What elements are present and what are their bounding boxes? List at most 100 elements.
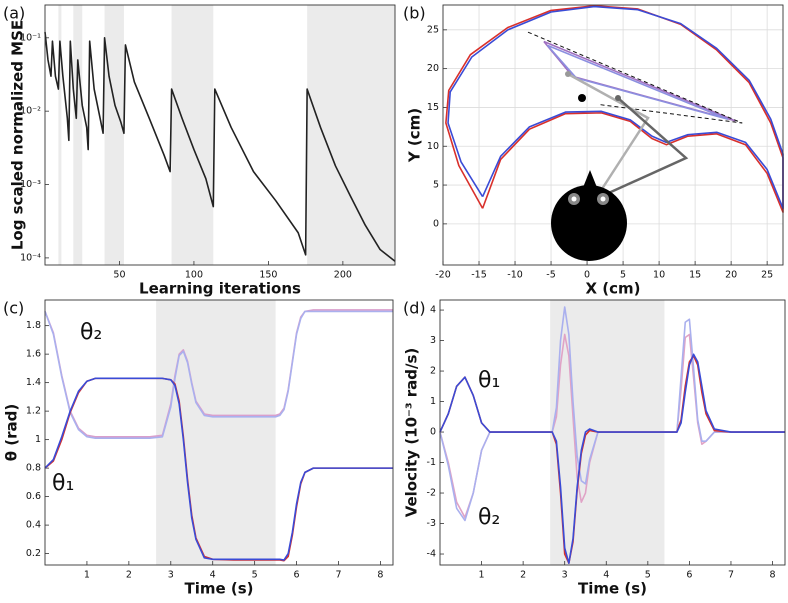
- panel-label: (c): [3, 299, 24, 318]
- y-tick-label: 1.4: [26, 377, 41, 388]
- y-tick-label: -3: [427, 518, 436, 529]
- x-tick-label: 50: [113, 270, 125, 281]
- x-tick-label: 3: [562, 570, 568, 581]
- y-axis-label: Y (cm): [406, 108, 424, 163]
- y-tick-label: -1: [427, 457, 436, 468]
- arm-dark: [601, 97, 689, 198]
- y-tick-label: 0.2: [26, 548, 41, 559]
- x-tick-label: -10: [507, 270, 523, 281]
- shaded-region: [58, 5, 62, 265]
- shaded-region: [104, 5, 124, 265]
- y-tick-label: 1.2: [26, 406, 41, 417]
- data-line: [439, 353, 785, 564]
- panel-label: (b): [403, 4, 426, 23]
- x-axis-label: Learning iterations: [139, 280, 301, 298]
- x-tick-label: 5: [645, 570, 651, 581]
- y-tick-label: 1.8: [26, 320, 41, 331]
- y-tick-label: 10⁻³: [20, 179, 41, 190]
- x-axis-label: X (cm): [585, 280, 640, 298]
- y-tick-label: 10: [427, 141, 439, 152]
- x-tick-label: 6: [294, 570, 300, 581]
- x-tick-label: 2: [520, 570, 526, 581]
- annotation: θ₁: [52, 471, 74, 496]
- y-tick-label: -4: [427, 549, 436, 560]
- plot-frame: [439, 299, 786, 566]
- data-line: [546, 44, 729, 120]
- x-tick-label: 100: [185, 270, 203, 281]
- y-tick-label: 25: [427, 24, 439, 35]
- x-tick-label: 8: [377, 570, 383, 581]
- x-tick-label: 1: [84, 570, 90, 581]
- plot-frame: [44, 4, 396, 266]
- panel-label: (a): [3, 4, 25, 23]
- x-tick-label: 6: [686, 570, 692, 581]
- y-tick-label: 1: [430, 396, 436, 407]
- y-axis-label: Velocity (10⁻³ rad/s): [403, 348, 421, 518]
- x-tick-label: 0: [584, 270, 590, 281]
- y-tick-label: 0.4: [26, 520, 41, 531]
- y-tick-label: 1: [35, 434, 41, 445]
- annotation: θ₁: [478, 368, 500, 393]
- x-tick-label: 10: [653, 270, 665, 281]
- arm-light: [567, 72, 650, 193]
- y-tick-label: 10⁻²: [20, 106, 41, 117]
- head: [551, 185, 627, 261]
- x-tick-label: 200: [334, 270, 352, 281]
- y-tick-label: 0.8: [26, 463, 41, 474]
- y-tick-label: 0: [430, 427, 436, 438]
- x-tick-label: -15: [471, 270, 487, 281]
- x-tick-label: 7: [728, 570, 734, 581]
- x-tick-label: 150: [259, 270, 277, 281]
- y-axis-label: Log scaled normalized MSE: [9, 20, 27, 250]
- plot-frame: [442, 4, 784, 266]
- target-dot: [578, 94, 586, 102]
- x-tick-label: 8: [770, 570, 776, 581]
- data-line: [44, 377, 393, 561]
- eye-pupil: [600, 196, 606, 202]
- y-tick-label: -2: [427, 488, 436, 499]
- panel-label: (d): [403, 299, 426, 318]
- y-tick-label: 0: [433, 218, 439, 229]
- y-tick-label: 3: [430, 335, 436, 346]
- x-tick-label: 4: [210, 570, 216, 581]
- data-line: [44, 31, 396, 262]
- y-axis-label: θ (rad): [3, 404, 21, 462]
- data-line: [527, 31, 743, 124]
- shaded-region: [73, 5, 83, 265]
- hand-dark: [615, 95, 621, 101]
- x-tick-label: 4: [603, 570, 609, 581]
- x-tick-label: 15: [689, 270, 701, 281]
- data-line: [543, 40, 736, 122]
- y-tick-label: 4: [430, 305, 436, 316]
- y-tick-label: 5: [433, 180, 439, 191]
- x-tick-label: 3: [168, 570, 174, 581]
- data-line: [439, 306, 785, 522]
- x-tick-label: 2: [126, 570, 132, 581]
- eye-pupil: [571, 196, 577, 202]
- x-axis-label: Time (s): [184, 580, 253, 598]
- data-line: [44, 310, 393, 439]
- y-tick-label: 0.6: [26, 491, 41, 502]
- y-tick-label: 20: [427, 63, 439, 74]
- x-tick-label: 1: [479, 570, 485, 581]
- annotation: θ₂: [478, 505, 500, 530]
- shaded-region: [156, 300, 276, 565]
- y-tick-label: 10⁻⁴: [20, 252, 41, 263]
- x-axis-label: Time (s): [578, 580, 647, 598]
- shaded-region: [171, 5, 214, 265]
- x-tick-label: 7: [335, 570, 341, 581]
- plot-frame: [44, 299, 394, 566]
- y-tick-label: 10⁻¹: [20, 32, 41, 43]
- x-tick-label: 20: [725, 270, 737, 281]
- x-tick-label: 5: [252, 570, 258, 581]
- data-line: [445, 4, 784, 214]
- x-tick-label: 25: [761, 270, 773, 281]
- y-tick-label: 15: [427, 102, 439, 113]
- x-tick-label: -20: [435, 270, 451, 281]
- annotation: θ₂: [80, 320, 102, 345]
- y-tick-label: 1.6: [26, 349, 41, 360]
- y-tick-label: 2: [430, 366, 436, 377]
- x-tick-label: 5: [620, 270, 626, 281]
- x-tick-label: -5: [546, 270, 555, 281]
